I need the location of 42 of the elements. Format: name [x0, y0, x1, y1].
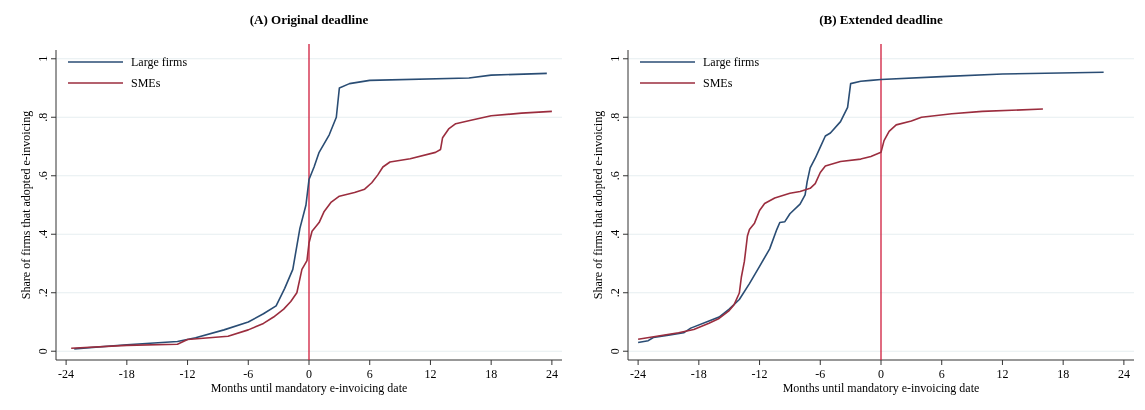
x-tick-label: 0 — [306, 367, 312, 381]
y-tick-label: 0 — [36, 348, 50, 355]
y-tick-label: .8 — [608, 112, 622, 122]
line-series — [637, 71, 1105, 344]
y-tick-label: .2 — [608, 288, 622, 298]
x-axis-title: Months until mandatory e-invoicing date — [210, 381, 408, 395]
x-tick-label: -24 — [58, 367, 75, 381]
x-tick-label: 12 — [424, 367, 437, 381]
x-tick-label: -18 — [118, 367, 135, 381]
line-series — [637, 108, 1044, 341]
chart-title: (A) Original deadline — [249, 12, 369, 27]
y-tick-label: .2 — [36, 288, 50, 298]
x-tick-label: 24 — [545, 367, 558, 381]
legend-label: SMEs — [131, 76, 161, 90]
legend-label: Large firms — [703, 55, 760, 69]
y-axis-title: Share of firms that adopted e-invoicing — [591, 110, 605, 300]
x-tick-label: -6 — [815, 367, 826, 381]
x-tick-label: -12 — [751, 367, 768, 381]
x-tick-label: -12 — [179, 367, 196, 381]
x-axis-title: Months until mandatory e-invoicing date — [782, 381, 980, 395]
x-tick-label: -24 — [630, 367, 647, 381]
x-tick-label: 24 — [1117, 367, 1130, 381]
x-tick-label: 12 — [996, 367, 1009, 381]
legend-label: SMEs — [703, 76, 733, 90]
x-tick-label: -18 — [690, 367, 707, 381]
y-axis-title: Share of firms that adopted e-invoicing — [19, 110, 33, 300]
x-tick-label: 18 — [485, 367, 498, 381]
y-tick-label: .4 — [608, 229, 622, 239]
x-tick-label: 18 — [1057, 367, 1070, 381]
y-tick-label: 1 — [36, 55, 50, 62]
x-tick-label: 6 — [938, 367, 945, 381]
x-tick-label: 0 — [878, 367, 884, 381]
y-tick-label: .6 — [608, 171, 622, 181]
y-tick-label: .4 — [36, 229, 50, 239]
x-tick-label: -6 — [243, 367, 254, 381]
legend-label: Large firms — [131, 55, 188, 69]
y-tick-label: 1 — [608, 55, 622, 62]
y-tick-label: .6 — [36, 171, 50, 181]
y-tick-label: 0 — [608, 348, 622, 355]
y-tick-label: .8 — [36, 112, 50, 122]
chart-title: (B) Extended deadline — [819, 12, 943, 27]
x-tick-label: 6 — [366, 367, 373, 381]
